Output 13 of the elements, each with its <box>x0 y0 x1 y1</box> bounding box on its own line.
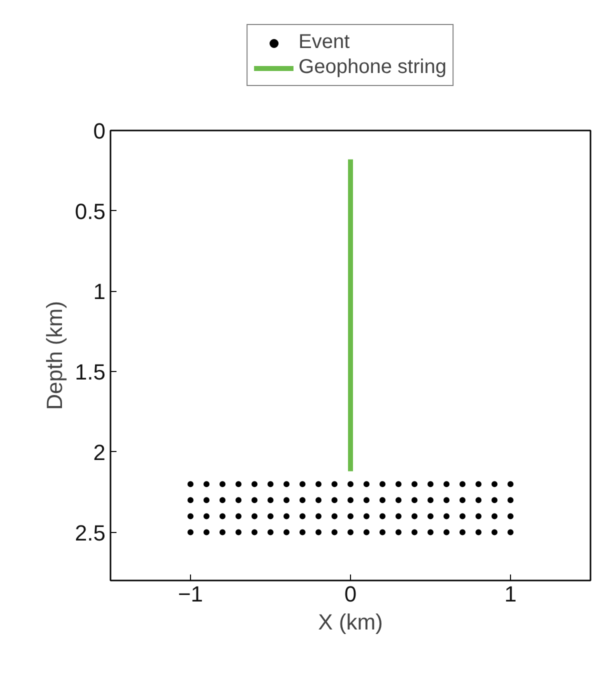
y-tick-label: 2.5 <box>74 520 106 546</box>
legend-label: Geophone string <box>298 56 446 79</box>
x-tick-label: −1 <box>178 582 204 606</box>
y-tick-label: 2 <box>93 440 106 465</box>
y-tick-label: 0.5 <box>74 198 106 224</box>
x-tick-label: 0 <box>344 582 357 606</box>
y-tick-label: 0 <box>93 118 106 144</box>
y-tick-label: 1.5 <box>74 360 106 385</box>
legend-label: Event <box>298 31 350 54</box>
y-axis-title: Depth (km) <box>42 301 67 410</box>
x-axis-title: X (km) <box>318 610 383 634</box>
y-tick-label: 1 <box>93 279 106 304</box>
x-tick-label: 1 <box>504 582 517 606</box>
